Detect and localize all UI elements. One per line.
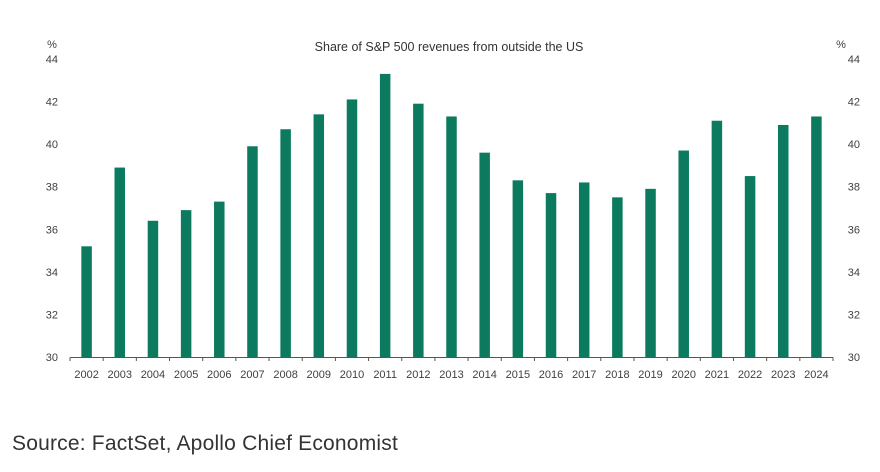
y-tick-label-left: 42 — [46, 97, 58, 109]
y-tick-label-right: 42 — [848, 97, 860, 109]
bar-2016 — [545, 193, 557, 357]
x-tick-label: 2002 — [74, 369, 98, 381]
x-tick-label: 2016 — [539, 369, 563, 381]
y-tick-label-right: 38 — [848, 182, 860, 194]
x-tick-label: 2011 — [373, 369, 397, 381]
x-tick-label: 2022 — [738, 369, 762, 381]
bar-2010 — [346, 99, 358, 357]
bar-2006 — [214, 201, 225, 357]
bar-2003 — [114, 167, 126, 357]
x-axis: 2002 2003 2004 2005 2006 2007 2008 2009 2010 2011… — [69, 357, 834, 381]
bar-2008 — [280, 129, 291, 357]
y-tick-label-right: 36 — [848, 224, 860, 236]
x-tick-label: 2008 — [273, 369, 297, 381]
left-axis-unit-label: % — [47, 39, 57, 51]
y-tick-label-left: 38 — [46, 182, 58, 194]
y-tick-label-left: 30 — [46, 352, 58, 364]
bar-2011 — [379, 73, 391, 358]
bar-2004 — [147, 220, 159, 357]
x-tick-label: 2015 — [506, 369, 530, 381]
bar-chart: Share of S&P 500 revenues from outside t… — [46, 39, 860, 381]
y-tick-label-left: 32 — [46, 309, 58, 321]
y-tick-label-left: 40 — [46, 139, 58, 151]
bar-2018 — [612, 197, 623, 357]
bars-group — [81, 73, 822, 358]
y-tick-label-right: 32 — [848, 309, 860, 321]
bar-2009 — [313, 114, 325, 357]
y-tick-label-left: 36 — [46, 224, 58, 236]
x-tick-label: 2018 — [605, 369, 629, 381]
bar-2012 — [413, 103, 424, 357]
y-tick-label-right: 30 — [848, 352, 860, 364]
x-tick-label: 2020 — [671, 369, 695, 381]
right-y-axis: 30 32 34 36 38 40 42 44 — [848, 54, 860, 364]
bar-2023 — [777, 124, 789, 358]
x-tick-label: 2003 — [108, 369, 132, 381]
x-tick-label: 2013 — [439, 369, 463, 381]
bar-2020 — [678, 150, 689, 357]
left-y-axis: 30 32 34 36 38 40 42 44 — [46, 54, 58, 364]
chart-title: Share of S&P 500 revenues from outside t… — [315, 40, 584, 54]
bar-2007 — [247, 146, 258, 357]
bar-2021 — [711, 120, 723, 357]
x-tick-label: 2004 — [141, 369, 165, 381]
x-tick-label: 2014 — [472, 369, 496, 381]
bar-2002 — [81, 246, 92, 357]
x-tick-label: 2007 — [240, 369, 264, 381]
y-tick-label-left: 34 — [46, 267, 58, 279]
bar-2005 — [180, 210, 192, 357]
bar-2017 — [578, 182, 590, 357]
x-tick-label: 2024 — [804, 369, 828, 381]
x-tick-label: 2019 — [638, 369, 662, 381]
x-tick-label: 2005 — [174, 369, 198, 381]
x-tick-label: 2012 — [406, 369, 430, 381]
x-tick-label: 2017 — [572, 369, 596, 381]
x-tick-label: 2010 — [340, 369, 364, 381]
y-tick-label-right: 34 — [848, 267, 860, 279]
right-axis-unit-label: % — [836, 39, 846, 51]
bar-2019 — [645, 188, 656, 357]
y-tick-label-right: 40 — [848, 139, 860, 151]
source-caption: Source: FactSet, Apollo Chief Economist — [12, 432, 398, 455]
y-tick-label-right: 44 — [848, 54, 860, 66]
bar-2022 — [744, 176, 756, 357]
bar-2013 — [446, 116, 457, 357]
bar-2014 — [479, 152, 490, 357]
bar-2024 — [811, 116, 822, 357]
x-tick-label: 2009 — [307, 369, 331, 381]
x-tick-label: 2006 — [207, 369, 231, 381]
x-tick-label: 2023 — [771, 369, 795, 381]
x-tick-label: 2021 — [705, 369, 729, 381]
y-tick-label-left: 44 — [46, 54, 58, 66]
bar-2015 — [512, 180, 524, 357]
